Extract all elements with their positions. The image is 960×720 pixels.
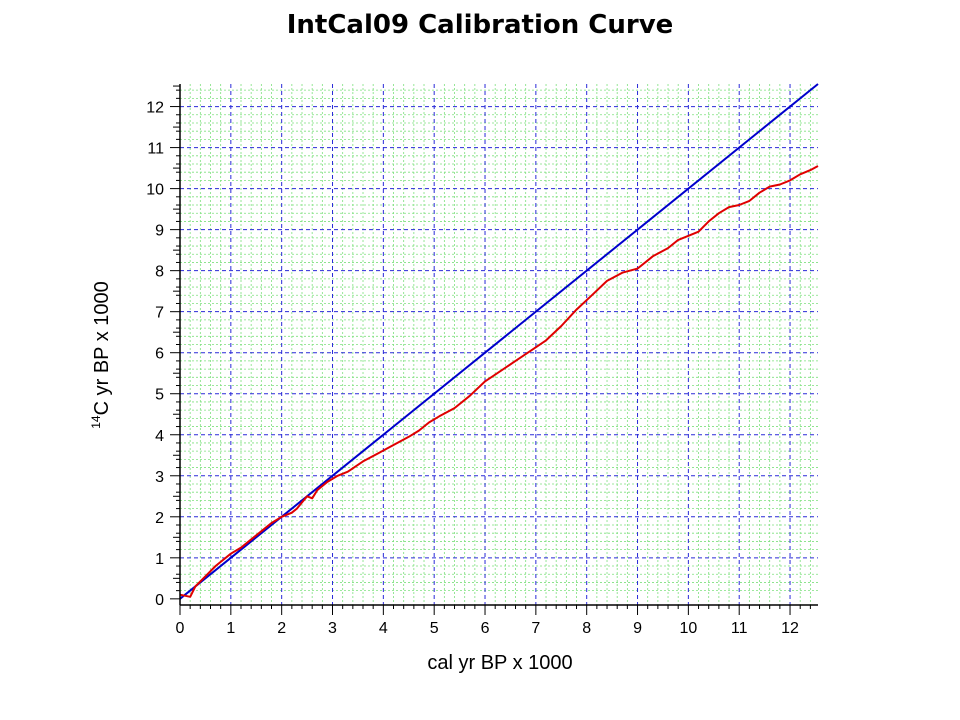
x-tick-label: 9: [633, 620, 642, 637]
y-tick-label: 11: [147, 141, 164, 158]
x-tick-label: 3: [328, 620, 337, 637]
series-group: [179, 83, 819, 600]
y-axis-title-superscript: 14: [89, 415, 103, 429]
major-grid: [180, 84, 818, 605]
y-tick-label: 9: [155, 223, 164, 240]
y-tick-label: 0: [155, 592, 164, 609]
x-tick-label: 7: [531, 620, 540, 637]
series-line-0: [179, 83, 819, 600]
x-tick-label: 10: [679, 620, 697, 637]
y-tick-label: 2: [155, 510, 164, 527]
y-axis-title: 14C yr BP x 1000: [89, 281, 113, 429]
y-tick-label: 5: [155, 387, 164, 404]
x-tick-label: 12: [781, 620, 799, 637]
x-tick-label: 8: [582, 620, 591, 637]
x-tick-label: 0: [176, 620, 185, 637]
y-tick-label: 10: [146, 182, 164, 199]
x-tick-labels: 0 1 2 3 4 5 6 7 8 9 10 11 12: [176, 620, 799, 637]
x-tick-label: 2: [277, 620, 286, 637]
y-tick-label: 1: [155, 551, 164, 568]
series-line-1: [179, 165, 819, 598]
y-tick-label: 3: [155, 469, 164, 486]
y-tick-label: 6: [155, 346, 164, 363]
x-axis-title: cal yr BP x 1000: [427, 652, 572, 674]
chart-title: IntCal09 Calibration Curve: [286, 10, 674, 40]
x-tick-label: 1: [226, 620, 235, 637]
y-tick-label: 12: [146, 100, 164, 117]
x-tick-label: 6: [481, 620, 490, 637]
x-tick-label: 4: [379, 620, 388, 637]
y-tick-label: 4: [155, 428, 164, 445]
x-tick-label: 11: [731, 620, 748, 637]
axes: [170, 84, 818, 615]
y-tick-label: 8: [155, 264, 164, 281]
y-axis-title-main: C yr BP x 1000: [91, 281, 113, 415]
x-tick-label: 5: [430, 620, 439, 637]
y-tick-label: 7: [155, 305, 164, 322]
